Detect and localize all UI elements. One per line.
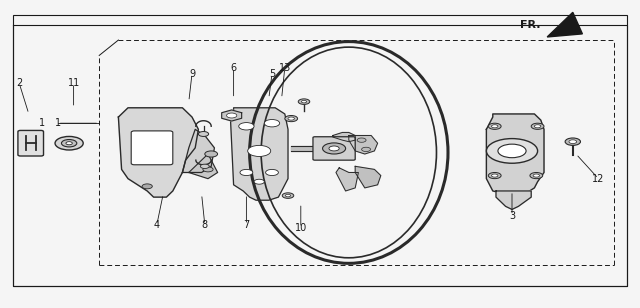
Circle shape: [285, 116, 298, 122]
Polygon shape: [189, 154, 218, 179]
Text: 6: 6: [230, 63, 237, 73]
Text: 4: 4: [154, 220, 160, 230]
FancyBboxPatch shape: [131, 131, 173, 165]
Bar: [13, 15, 627, 286]
Circle shape: [301, 100, 307, 103]
Text: 1: 1: [54, 118, 61, 128]
Polygon shape: [291, 146, 333, 151]
Circle shape: [227, 113, 237, 118]
Circle shape: [565, 138, 580, 145]
Polygon shape: [496, 191, 531, 209]
Circle shape: [530, 172, 543, 179]
Circle shape: [198, 132, 209, 136]
FancyBboxPatch shape: [313, 137, 355, 160]
Text: 7: 7: [243, 220, 250, 230]
Polygon shape: [547, 12, 582, 37]
Circle shape: [488, 123, 501, 129]
Circle shape: [240, 169, 253, 176]
Polygon shape: [349, 136, 378, 154]
Text: 3: 3: [509, 211, 515, 221]
Circle shape: [55, 136, 83, 150]
Text: FR.: FR.: [520, 20, 541, 30]
Circle shape: [531, 123, 544, 129]
Text: 8: 8: [202, 220, 208, 230]
Text: 10: 10: [294, 223, 307, 233]
Text: 1: 1: [38, 118, 45, 128]
Text: 13: 13: [278, 63, 291, 73]
FancyBboxPatch shape: [18, 131, 44, 156]
Polygon shape: [221, 110, 242, 121]
Circle shape: [492, 174, 498, 177]
Polygon shape: [333, 132, 355, 142]
Polygon shape: [182, 129, 214, 172]
Polygon shape: [230, 108, 288, 200]
Circle shape: [486, 139, 538, 163]
Circle shape: [534, 125, 541, 128]
Circle shape: [362, 147, 371, 152]
Circle shape: [264, 120, 280, 127]
Circle shape: [357, 138, 366, 142]
Polygon shape: [314, 145, 346, 150]
Circle shape: [323, 143, 346, 154]
Polygon shape: [336, 168, 358, 191]
Circle shape: [254, 179, 264, 184]
Text: 2: 2: [16, 78, 22, 88]
Circle shape: [285, 194, 291, 197]
Circle shape: [239, 123, 254, 130]
Text: 9: 9: [189, 69, 195, 79]
Circle shape: [288, 117, 294, 120]
Circle shape: [329, 146, 339, 151]
Circle shape: [200, 164, 209, 168]
Circle shape: [203, 167, 213, 172]
Circle shape: [533, 174, 540, 177]
Circle shape: [569, 140, 577, 144]
Circle shape: [498, 144, 526, 158]
Circle shape: [298, 99, 310, 104]
Circle shape: [61, 140, 77, 147]
Polygon shape: [291, 147, 314, 150]
Text: 11: 11: [67, 78, 80, 88]
Polygon shape: [486, 114, 544, 197]
Text: 5: 5: [269, 69, 275, 79]
Polygon shape: [118, 108, 198, 197]
Text: 12: 12: [592, 174, 605, 184]
Circle shape: [205, 151, 218, 157]
Circle shape: [142, 184, 152, 189]
Circle shape: [248, 145, 271, 156]
Circle shape: [492, 125, 498, 128]
Circle shape: [266, 169, 278, 176]
Circle shape: [282, 193, 294, 198]
Circle shape: [66, 142, 72, 145]
Polygon shape: [355, 166, 381, 188]
Circle shape: [488, 172, 501, 179]
